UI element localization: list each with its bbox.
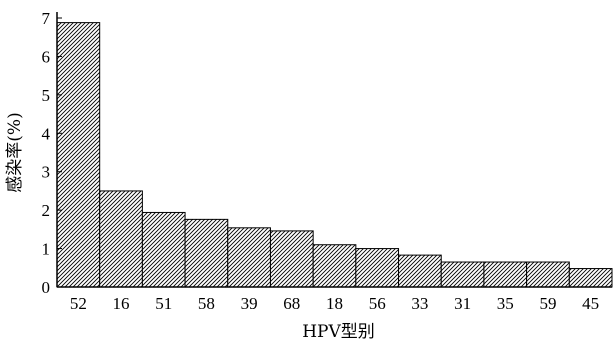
bar-52 [56,22,101,288]
y-ticks-group: 0 1 2 3 4 5 6 7 [42,9,62,297]
bar-68 [269,230,314,288]
x-tick-label: 45 [582,294,599,313]
y-tick-label: 1 [42,240,51,259]
x-tick-label: 59 [539,294,556,313]
x-tick-label: 52 [70,294,87,313]
bar-31 [440,261,485,288]
x-ticks-group: 52 16 51 58 39 68 18 56 33 31 35 59 45 [70,294,599,313]
bar-35 [483,261,528,288]
y-tick-label: 2 [42,201,51,220]
x-axis-label: HPV型别 [302,322,375,342]
x-tick-label: 35 [497,294,514,313]
bar-33 [398,254,442,288]
y-tick-label: 6 [42,47,51,66]
bar-58 [184,218,229,288]
bar-51 [141,211,186,288]
y-axis-label: 感染率(%) [5,112,25,192]
y-tick-label: 7 [42,9,51,28]
x-tick-label: 58 [198,294,215,313]
bar-39 [227,227,271,288]
x-tick-label: 56 [369,294,386,313]
x-tick-label: 39 [241,294,258,313]
x-tick-label: 68 [283,294,300,313]
y-tick-label: 5 [42,86,51,105]
bar-56 [355,248,400,288]
bar-16 [99,190,143,288]
bars-group [56,22,613,288]
x-tick-label: 31 [454,294,471,313]
bar-45 [568,268,613,288]
bar-18 [312,244,357,288]
bar-59 [526,261,570,288]
y-tick-label: 0 [42,278,51,297]
y-tick-label: 3 [42,163,51,182]
y-tick-label: 4 [42,124,51,143]
x-tick-label: 51 [155,294,172,313]
x-tick-label: 18 [326,294,343,313]
x-tick-label: 33 [411,294,428,313]
x-tick-label: 16 [113,294,130,313]
